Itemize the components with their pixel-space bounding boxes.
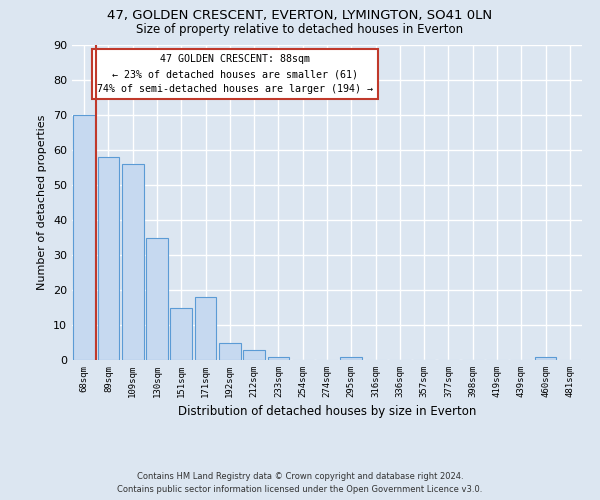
Bar xyxy=(219,342,241,360)
Bar xyxy=(170,308,192,360)
Bar xyxy=(243,350,265,360)
Text: Size of property relative to detached houses in Everton: Size of property relative to detached ho… xyxy=(136,22,464,36)
Bar xyxy=(97,157,119,360)
X-axis label: Distribution of detached houses by size in Everton: Distribution of detached houses by size … xyxy=(178,406,476,418)
Bar xyxy=(340,356,362,360)
Bar xyxy=(122,164,143,360)
Bar xyxy=(535,356,556,360)
Y-axis label: Number of detached properties: Number of detached properties xyxy=(37,115,47,290)
Text: 47 GOLDEN CRESCENT: 88sqm
← 23% of detached houses are smaller (61)
74% of semi-: 47 GOLDEN CRESCENT: 88sqm ← 23% of detac… xyxy=(97,54,373,94)
Bar xyxy=(268,356,289,360)
Bar xyxy=(73,115,95,360)
Text: 47, GOLDEN CRESCENT, EVERTON, LYMINGTON, SO41 0LN: 47, GOLDEN CRESCENT, EVERTON, LYMINGTON,… xyxy=(107,9,493,22)
Text: Contains HM Land Registry data © Crown copyright and database right 2024.
Contai: Contains HM Land Registry data © Crown c… xyxy=(118,472,482,494)
Bar xyxy=(194,297,217,360)
Bar xyxy=(146,238,168,360)
